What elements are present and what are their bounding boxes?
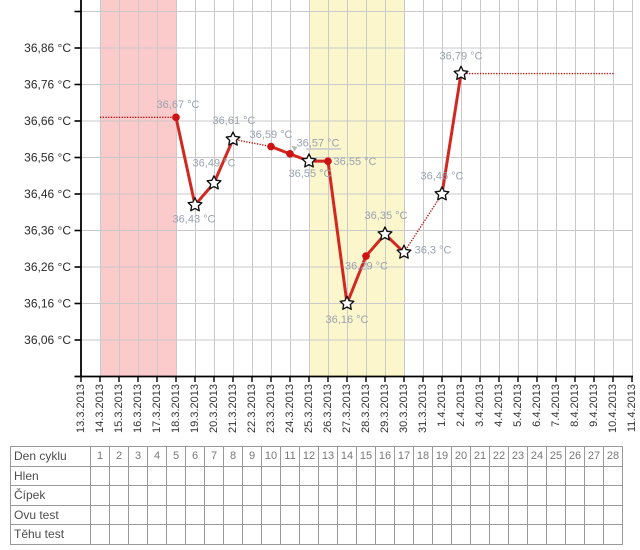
svg-text:36,61 °C: 36,61 °C: [213, 115, 256, 127]
svg-text:36,86 °C: 36,86 °C: [24, 41, 71, 55]
svg-text:36,59 °C: 36,59 °C: [250, 129, 293, 141]
svg-text:36,57 °C: 36,57 °C: [297, 138, 340, 150]
svg-text:36,16 °C: 36,16 °C: [326, 314, 369, 326]
svg-text:36,16 °C: 36,16 °C: [24, 297, 71, 311]
svg-text:36,46 °C: 36,46 °C: [421, 170, 464, 182]
svg-text:36,55 °C: 36,55 °C: [289, 168, 332, 180]
svg-text:36,06 °C: 36,06 °C: [24, 333, 71, 347]
svg-text:36,43 °C: 36,43 °C: [173, 214, 216, 226]
svg-text:36,46 °C: 36,46 °C: [24, 187, 71, 201]
svg-text:36,29 °C: 36,29 °C: [345, 261, 388, 273]
svg-text:36,76 °C: 36,76 °C: [24, 78, 71, 92]
svg-text:36,35 °C: 36,35 °C: [365, 210, 408, 222]
svg-text:36,55 °C: 36,55 °C: [334, 156, 377, 168]
svg-text:36,66 °C: 36,66 °C: [24, 114, 71, 128]
svg-text:36,26 °C: 36,26 °C: [24, 260, 71, 274]
svg-text:36,3 °C: 36,3 °C: [415, 245, 452, 257]
svg-text:36,49 °C: 36,49 °C: [193, 158, 236, 170]
svg-text:36,67 °C: 36,67 °C: [157, 99, 200, 111]
svg-text:36,56 °C: 36,56 °C: [24, 151, 71, 165]
svg-text:36,79 °C: 36,79 °C: [440, 51, 483, 63]
svg-text:36,36 °C: 36,36 °C: [24, 224, 71, 238]
